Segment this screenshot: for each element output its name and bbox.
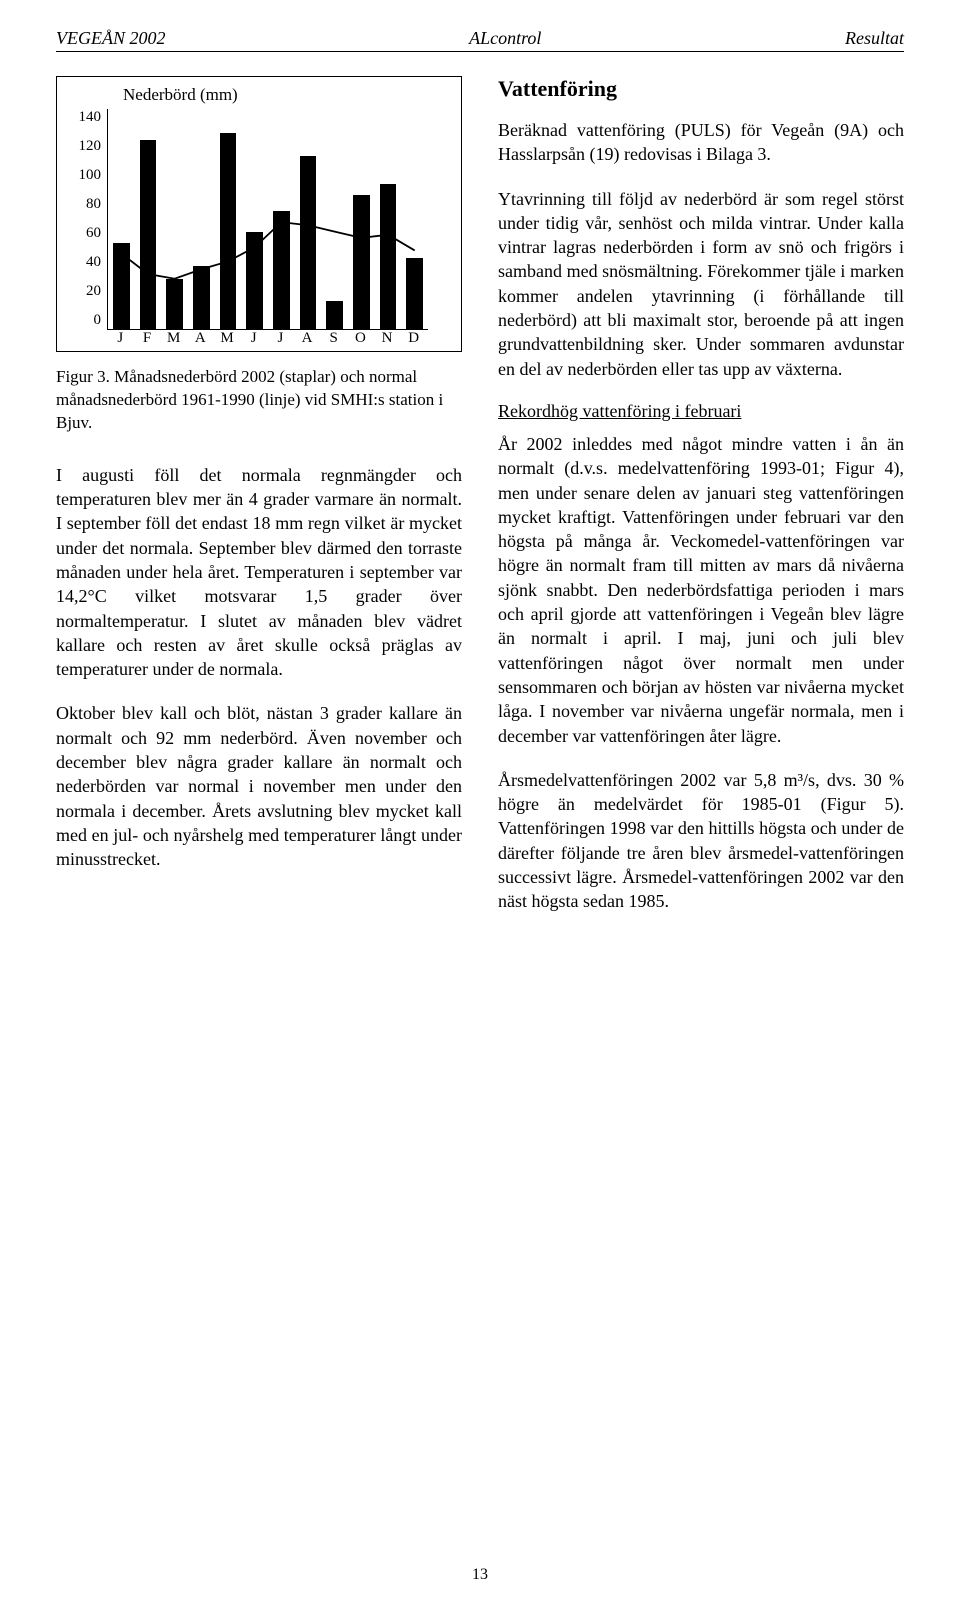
y-tick-label: 140 — [67, 109, 101, 126]
x-tick-label: J — [240, 330, 267, 347]
y-tick-label: 120 — [67, 138, 101, 155]
header-right: Resultat — [845, 28, 904, 49]
x-tick-label: S — [320, 330, 347, 347]
x-tick-label: A — [294, 330, 321, 347]
bar — [273, 211, 290, 329]
y-tick-label: 100 — [67, 167, 101, 184]
x-tick-label: O — [347, 330, 374, 347]
section-heading: Vattenföring — [498, 76, 904, 102]
sub-heading: Rekordhög vattenföring i februari — [498, 401, 904, 422]
chart-x-axis: JFMAMJJASOND — [107, 330, 427, 347]
left-paragraph-2: Oktober blev kall och blöt, nästan 3 gra… — [56, 701, 462, 871]
x-tick-label: N — [374, 330, 401, 347]
left-paragraph-1: I augusti föll det normala regnmängder o… — [56, 463, 462, 682]
bar — [140, 140, 157, 329]
right-column: Vattenföring Beräknad vattenföring (PULS… — [498, 76, 904, 934]
header-center: ALcontrol — [469, 28, 541, 49]
bar — [326, 301, 343, 329]
x-tick-label: M — [214, 330, 241, 347]
y-tick-label: 0 — [67, 312, 101, 329]
bar — [166, 279, 183, 329]
chart-bars-layer — [108, 109, 428, 329]
right-paragraph-bottom-1: År 2002 inleddes med något mindre vatten… — [498, 432, 904, 748]
figure-caption: Figur 3. Månadsnederbörd 2002 (staplar) … — [56, 366, 462, 435]
bar — [300, 156, 317, 329]
left-column: Nederbörd (mm) 140120100806040200 JFMAMJ… — [56, 76, 462, 934]
bar — [353, 195, 370, 329]
right-paragraph-top-1: Beräknad vattenföring (PULS) för Vegeån … — [498, 118, 904, 167]
bar — [193, 266, 210, 329]
chart-plot-area — [107, 109, 428, 330]
x-tick-label: M — [160, 330, 187, 347]
right-paragraph-bottom-2: Årsmedelvattenföringen 2002 var 5,8 m³/s… — [498, 768, 904, 914]
x-tick-label: F — [134, 330, 161, 347]
chart-body: 140 120 100 80 60 40 20 0 — [67, 109, 449, 330]
bar — [246, 232, 263, 329]
x-tick-label: J — [267, 330, 294, 347]
running-header: VEGEÅN 2002 ALcontrol Resultat — [56, 28, 904, 52]
page: VEGEÅN 2002 ALcontrol Resultat Nederbörd… — [0, 0, 960, 1604]
y-tick-label: 60 — [67, 225, 101, 242]
page-number: 13 — [0, 1566, 960, 1584]
chart-y-axis: 140 120 100 80 60 40 20 0 — [67, 109, 107, 329]
x-tick-label: A — [187, 330, 214, 347]
y-tick-label: 20 — [67, 283, 101, 300]
chart-title: Nederbörd (mm) — [67, 85, 449, 105]
right-paragraph-top-2: Ytavrinning till följd av nederbörd är s… — [498, 187, 904, 381]
bar — [380, 184, 397, 329]
x-tick-label: D — [400, 330, 427, 347]
two-column-layout: Nederbörd (mm) 140120100806040200 JFMAMJ… — [56, 76, 904, 934]
header-left: VEGEÅN 2002 — [56, 28, 166, 49]
bar — [220, 133, 237, 329]
precipitation-chart: Nederbörd (mm) 140120100806040200 JFMAMJ… — [56, 76, 462, 352]
y-tick-label: 40 — [67, 254, 101, 271]
bar — [406, 258, 423, 329]
bar — [113, 243, 130, 329]
y-tick-label: 80 — [67, 196, 101, 213]
x-tick-label: J — [107, 330, 134, 347]
